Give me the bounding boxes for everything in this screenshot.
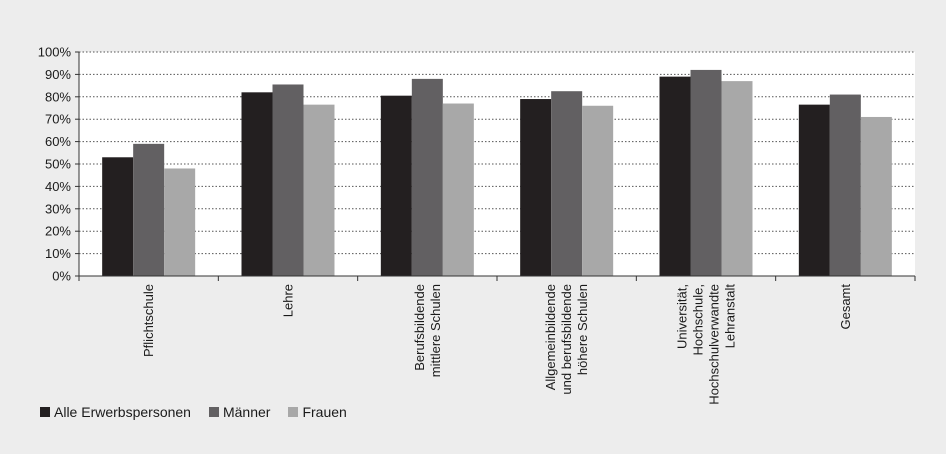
bar [551, 91, 583, 276]
y-tick-label: 100% [38, 45, 72, 60]
legend-item-frauen: Frauen [288, 404, 347, 420]
x-category-label: Universität, [675, 284, 690, 349]
legend-swatch-maenner [208, 407, 219, 417]
legend-swatch-frauen [288, 407, 299, 417]
legend-label-maenner: Männer [222, 404, 271, 420]
bar [303, 104, 335, 276]
x-category-label: Allgemeinbildende [543, 284, 558, 390]
legend: Alle Erwerbspersonen Männer Frauen [40, 404, 365, 420]
bar [829, 94, 861, 276]
x-category-label: Lehre [281, 284, 296, 317]
bar [133, 143, 165, 276]
bar [411, 78, 443, 276]
bar [272, 84, 304, 276]
bar [860, 116, 892, 277]
bars [102, 69, 892, 277]
bar [241, 92, 273, 276]
bar [442, 103, 474, 277]
legend-swatch-alle [40, 407, 50, 417]
legend-label-frauen: Frauen [302, 404, 347, 420]
y-tick-labels: 0% 10% 20% 30% 40% 50% 60% 70% 80% 90% 100% [38, 45, 72, 284]
legend-label-alle: Alle Erwerbspersonen [54, 404, 191, 420]
bar [102, 157, 134, 276]
x-category-labels: Pflichtschule Lehre Berufsbildende mittlere… [141, 284, 853, 405]
x-category-label: Gesamt [838, 284, 853, 330]
x-category-label: und berufsbildende [559, 284, 574, 395]
x-category-label: Lehranstalt [723, 284, 738, 349]
y-tick-label: 90% [45, 67, 71, 82]
bar [659, 76, 691, 276]
y-tick-label: 10% [45, 246, 71, 261]
y-tick-label: 50% [45, 157, 71, 172]
y-tick-label: 30% [45, 201, 71, 216]
y-tick-label: 60% [45, 134, 71, 149]
bar [582, 105, 614, 276]
x-category-label: mittlere Schulen [428, 284, 443, 377]
y-tick-label: 80% [45, 89, 71, 104]
axes [75, 51, 916, 281]
y-tick-label: 20% [45, 224, 71, 239]
y-tick-label: 70% [45, 112, 71, 127]
x-category-label: Berufsbildende [412, 284, 427, 371]
gridlines [79, 51, 915, 255]
bar [520, 99, 552, 276]
x-category-label: Pflichtschule [141, 284, 156, 357]
y-tick-label: 40% [45, 179, 71, 194]
x-category-label: Hochschulverwandte [707, 284, 722, 405]
legend-item-alle: Alle Erwerbspersonen [40, 404, 191, 420]
x-category-label: Hochschule, [691, 284, 706, 356]
x-category-label: höhere Schulen [575, 284, 590, 375]
y-tick-label: 0% [52, 269, 71, 284]
bar [798, 104, 830, 276]
bar [690, 69, 722, 276]
bar [164, 168, 196, 276]
legend-item-maenner: Männer [208, 404, 271, 420]
bar [721, 81, 753, 277]
bar [380, 95, 412, 277]
